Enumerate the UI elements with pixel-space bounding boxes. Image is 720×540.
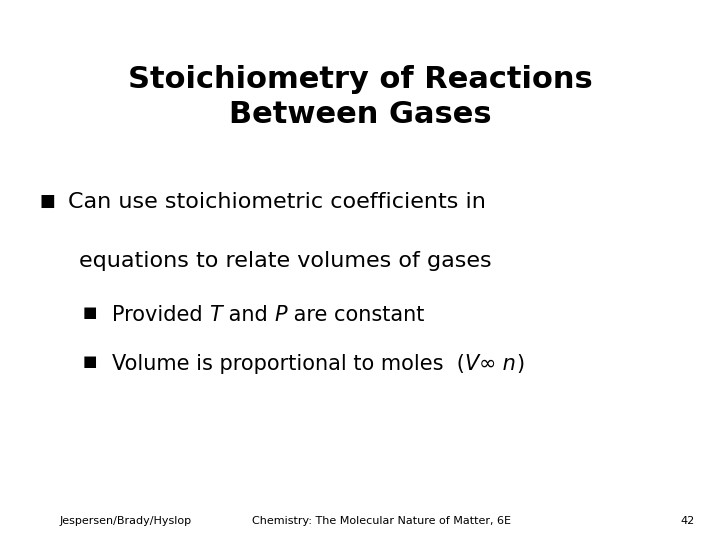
Text: ■: ■ [83,305,97,320]
Text: ■: ■ [83,354,97,369]
Text: equations to relate volumes of gases: equations to relate volumes of gases [79,251,492,271]
Text: Volume is proportional to moles  (: Volume is proportional to moles ( [112,354,464,374]
Text: Stoichiometry of Reactions
Between Gases: Stoichiometry of Reactions Between Gases [127,65,593,129]
Text: ∞: ∞ [479,354,496,374]
Text: Provided: Provided [112,305,209,325]
Text: T: T [209,305,222,325]
Text: are constant: are constant [287,305,424,325]
Text: ■: ■ [40,192,55,210]
Text: V: V [464,354,479,374]
Text: ): ) [516,354,524,374]
Text: Can use stoichiometric coefficients in: Can use stoichiometric coefficients in [68,192,486,212]
Text: P: P [274,305,287,325]
Text: n: n [496,354,516,374]
Text: Jespersen/Brady/Hyslop: Jespersen/Brady/Hyslop [60,516,192,526]
Text: and: and [222,305,274,325]
Text: 42: 42 [680,516,695,526]
Text: Chemistry: The Molecular Nature of Matter, 6E: Chemistry: The Molecular Nature of Matte… [252,516,511,526]
